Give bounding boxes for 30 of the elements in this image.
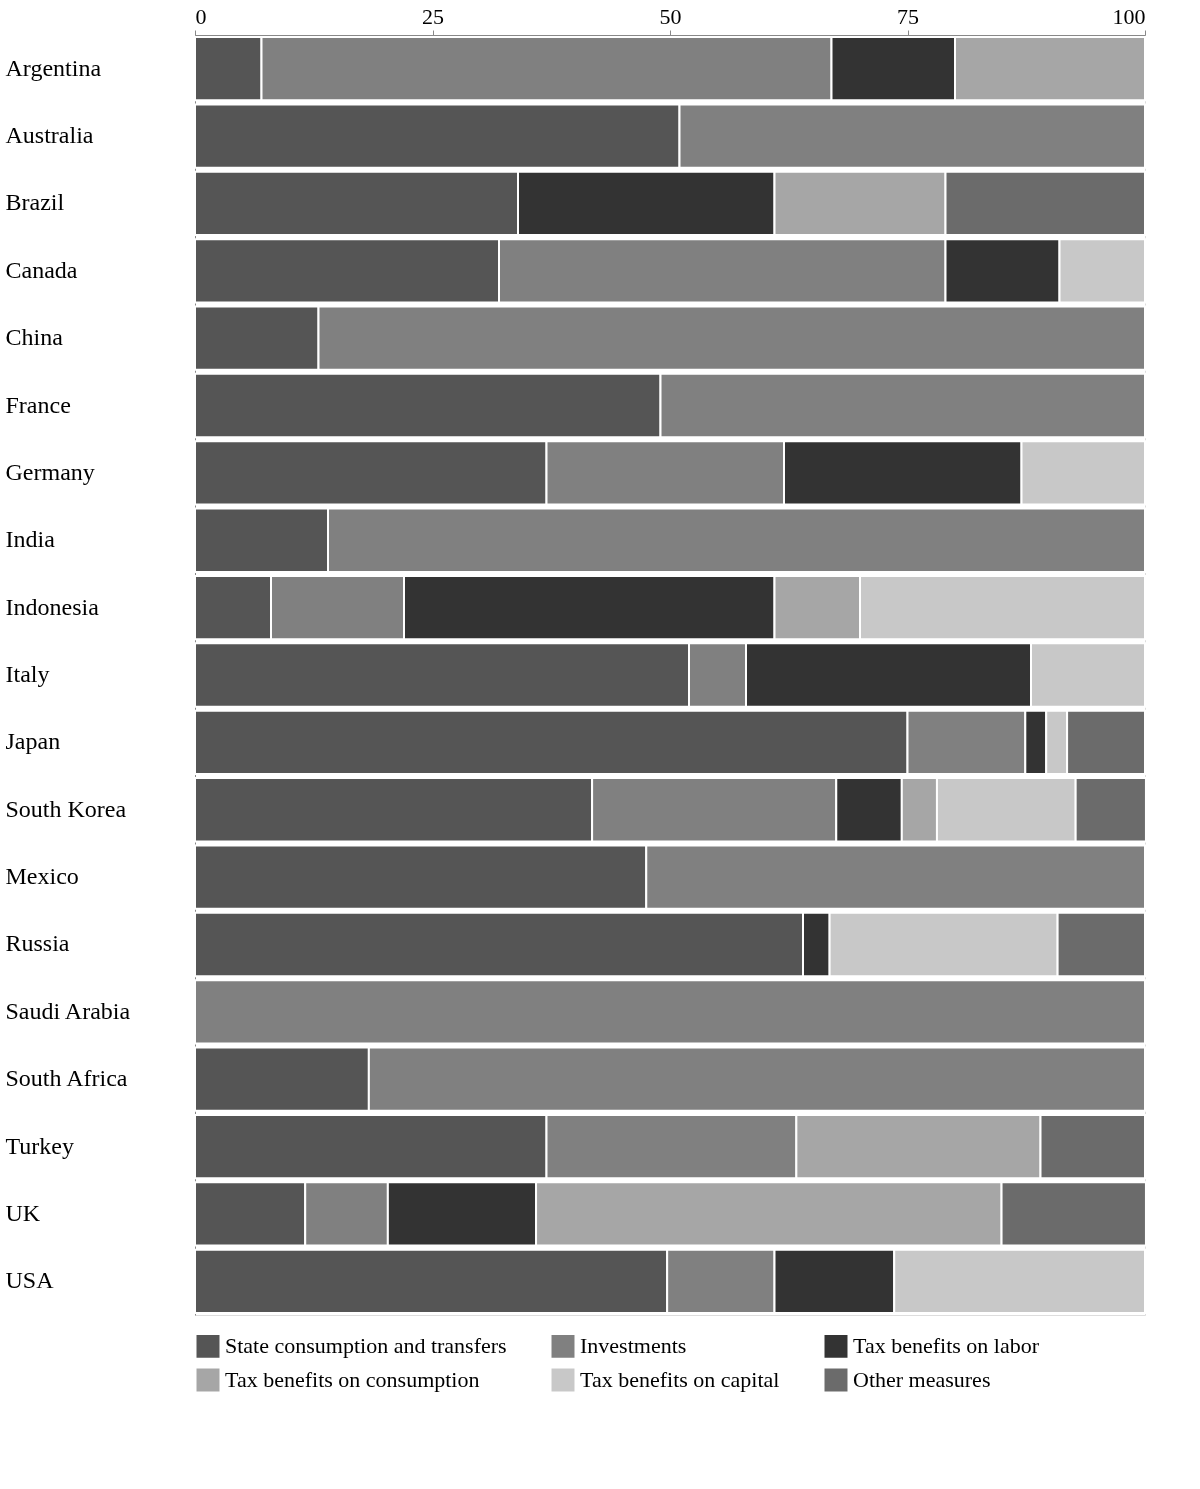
y-tick-label: USA	[5, 1267, 55, 1294]
y-tick-label: Turkey	[5, 1132, 74, 1159]
y-tick-label: China	[5, 324, 64, 351]
y-tick-label: Japan	[5, 728, 61, 755]
y-tick-label: Germany	[5, 458, 95, 485]
legend-label: Tax benefits on labor	[853, 1333, 1040, 1359]
y-tick-label: India	[5, 526, 56, 553]
y-tick-label: Italy	[5, 661, 50, 687]
y-tick-label: UK	[5, 1199, 41, 1226]
legend-label: Investments	[580, 1333, 687, 1359]
y-tick-label: South Korea	[5, 795, 127, 822]
x-tick-label: 50	[659, 3, 682, 29]
y-tick-label: Australia	[5, 122, 94, 149]
y-tick-label: South Africa	[5, 1065, 128, 1092]
legend-label: Tax benefits on consumption	[225, 1367, 480, 1392]
y-tick-label: Indonesia	[5, 593, 100, 620]
legend-label: Tax benefits on capital	[580, 1367, 780, 1392]
y-tick-label: Brazil	[5, 189, 65, 216]
x-tick-label: 100	[1112, 3, 1146, 29]
legend-label: State consumption and transfers	[225, 1333, 507, 1359]
x-tick-label: 25	[422, 3, 444, 29]
y-tick-label: Argentina	[5, 54, 102, 81]
y-tick-label: Canada	[5, 256, 78, 283]
y-tick-label: France	[5, 391, 71, 418]
y-tick-label: Mexico	[5, 863, 79, 890]
y-tick-label: Russia	[5, 930, 70, 957]
y-tick-label: Saudi Arabia	[5, 997, 131, 1024]
legend-label: Other measures	[853, 1367, 991, 1392]
x-tick-label: 75	[897, 3, 919, 29]
x-tick-label: 0	[195, 3, 207, 29]
